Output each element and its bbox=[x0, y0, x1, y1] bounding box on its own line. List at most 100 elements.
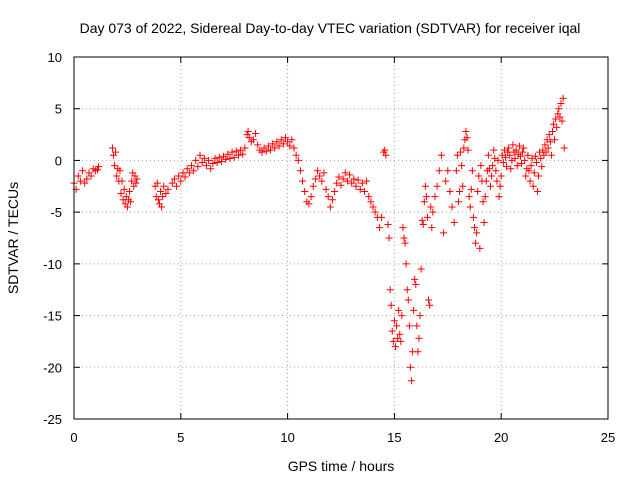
data-point bbox=[431, 193, 439, 201]
data-point bbox=[348, 179, 356, 187]
x-tick-label: 10 bbox=[280, 430, 294, 445]
data-point bbox=[546, 138, 554, 146]
data-point bbox=[494, 156, 502, 164]
data-point bbox=[490, 146, 498, 154]
data-point bbox=[453, 151, 461, 159]
data-point bbox=[492, 167, 500, 175]
data-point bbox=[435, 167, 443, 175]
data-point bbox=[181, 173, 189, 181]
data-point bbox=[341, 169, 349, 177]
data-point bbox=[414, 348, 422, 356]
data-point bbox=[501, 153, 509, 161]
data-point bbox=[413, 322, 421, 330]
data-point bbox=[388, 327, 396, 335]
data-point bbox=[454, 198, 462, 206]
data-point bbox=[127, 198, 135, 206]
data-point bbox=[433, 182, 441, 190]
data-point bbox=[531, 152, 539, 160]
data-point bbox=[544, 144, 552, 152]
data-point bbox=[521, 156, 529, 164]
data-point bbox=[249, 136, 257, 144]
data-point bbox=[202, 162, 210, 170]
data-point bbox=[331, 187, 339, 195]
data-point bbox=[224, 150, 232, 158]
data-point bbox=[404, 296, 412, 304]
y-tick-label: -15 bbox=[43, 309, 62, 324]
data-point bbox=[200, 154, 208, 162]
data-point bbox=[205, 156, 213, 164]
data-point bbox=[473, 229, 481, 237]
data-point bbox=[83, 175, 91, 183]
data-point bbox=[550, 120, 558, 128]
data-point bbox=[126, 187, 134, 195]
data-point bbox=[271, 144, 279, 152]
data-point bbox=[496, 182, 504, 190]
y-tick-label: -25 bbox=[43, 412, 62, 427]
data-point bbox=[444, 167, 452, 175]
chart-title: Day 073 of 2022, Sidereal Day-to-day VTE… bbox=[80, 20, 581, 36]
data-point bbox=[117, 190, 125, 198]
data-point bbox=[456, 187, 464, 195]
data-point bbox=[529, 182, 537, 190]
data-point bbox=[545, 131, 553, 139]
data-point bbox=[538, 163, 546, 171]
data-point bbox=[389, 337, 397, 345]
data-point bbox=[458, 162, 466, 170]
y-tick-label: 10 bbox=[48, 50, 62, 65]
data-point bbox=[524, 151, 532, 159]
data-point bbox=[354, 176, 362, 184]
data-point bbox=[352, 182, 360, 190]
data-point bbox=[123, 203, 131, 211]
data-point bbox=[168, 179, 176, 187]
data-point bbox=[509, 141, 517, 149]
data-point bbox=[222, 155, 230, 163]
data-point bbox=[277, 136, 285, 144]
data-point bbox=[427, 203, 435, 211]
data-point bbox=[467, 185, 475, 193]
data-point bbox=[185, 169, 193, 177]
data-point bbox=[190, 167, 198, 175]
data-point bbox=[381, 146, 389, 154]
data-point bbox=[320, 169, 328, 177]
x-tick-label: 15 bbox=[387, 430, 401, 445]
data-point bbox=[288, 136, 296, 144]
data-point bbox=[450, 218, 458, 226]
data-point bbox=[258, 148, 266, 156]
data-point bbox=[480, 218, 488, 226]
data-point bbox=[286, 142, 294, 150]
data-point bbox=[120, 185, 128, 193]
grid-lines bbox=[74, 57, 608, 419]
data-point bbox=[173, 182, 181, 190]
data-point bbox=[558, 117, 566, 125]
data-point bbox=[526, 177, 534, 185]
data-point bbox=[399, 224, 407, 232]
data-point bbox=[226, 154, 234, 162]
data-point bbox=[360, 187, 368, 195]
data-point bbox=[448, 203, 456, 211]
data-point bbox=[307, 193, 315, 201]
data-point bbox=[417, 265, 425, 273]
data-point bbox=[93, 166, 101, 174]
data-point bbox=[482, 177, 490, 185]
data-point bbox=[548, 127, 556, 135]
data-point bbox=[269, 140, 277, 148]
data-point bbox=[87, 172, 95, 180]
data-point bbox=[292, 151, 300, 159]
data-point bbox=[516, 152, 524, 160]
data-point bbox=[108, 144, 116, 152]
data-point bbox=[464, 146, 472, 154]
data-point bbox=[76, 177, 84, 185]
data-point bbox=[420, 198, 428, 206]
data-point bbox=[116, 167, 124, 175]
plot-frame bbox=[73, 56, 609, 420]
data-point bbox=[318, 177, 326, 185]
data-point bbox=[322, 185, 330, 193]
data-point bbox=[158, 203, 166, 211]
data-point bbox=[416, 312, 424, 320]
data-point bbox=[264, 142, 272, 150]
data-point bbox=[557, 100, 565, 108]
data-point bbox=[395, 306, 403, 314]
data-point bbox=[424, 213, 432, 221]
data-point bbox=[390, 317, 398, 325]
data-point bbox=[415, 334, 423, 342]
